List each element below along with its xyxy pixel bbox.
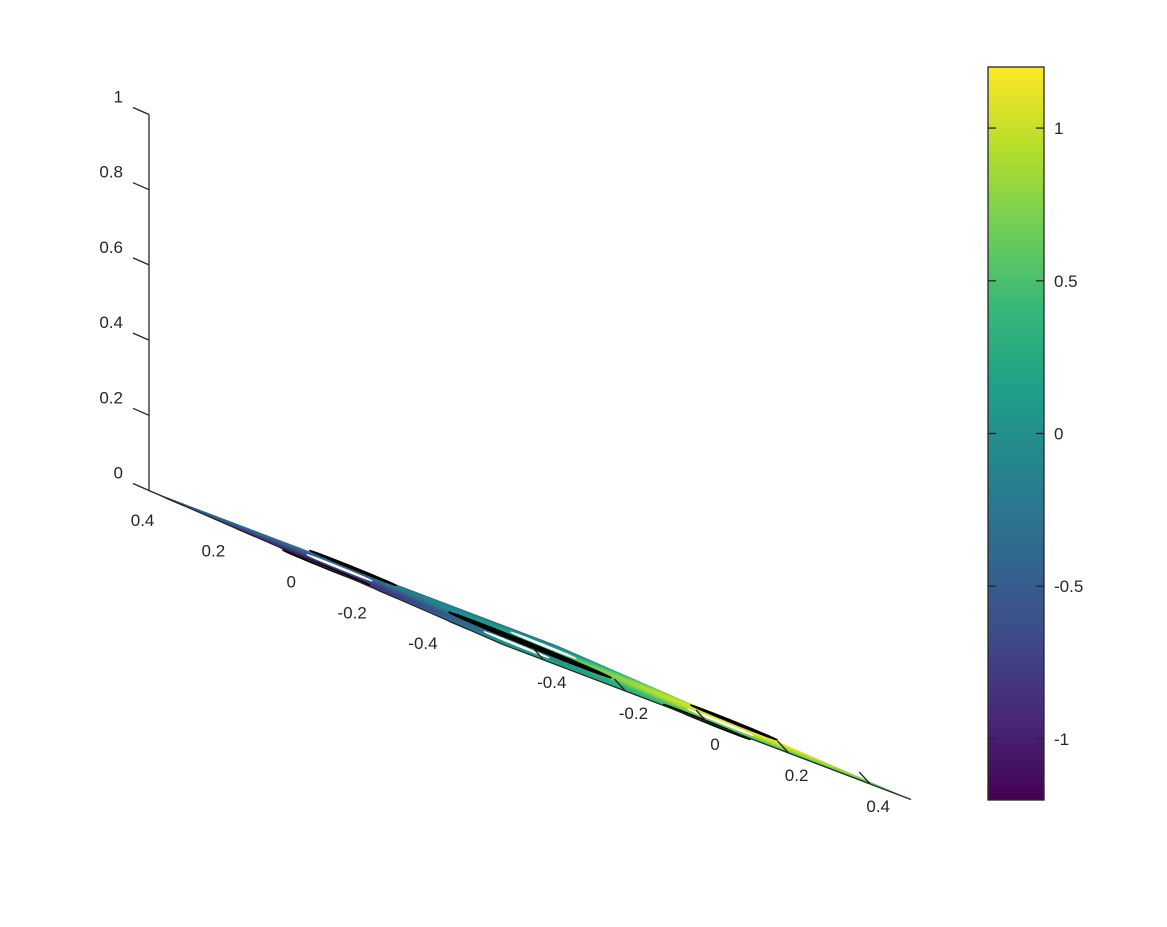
y-tick-label: 0.4 [131,511,155,530]
z-tick-label: 0.8 [99,163,123,182]
z-axis-tick [132,182,150,191]
y-tick-label: -0.2 [338,603,367,622]
colorbar-tick-label: 1 [1054,119,1063,138]
z-tick-label: 0.2 [99,388,123,407]
y-tick-label: 0.2 [202,542,226,561]
x-tick-label: -0.2 [619,704,648,723]
x-tick-label: 0.4 [866,797,890,816]
z-axis-tick [132,332,150,341]
z-axis-tick [132,257,150,266]
colorbar-tick-label: -0.5 [1054,577,1083,596]
surface-hole [306,554,373,582]
z-tick-label: 0 [114,464,123,483]
z-tick-label: 0.4 [99,313,123,332]
z-tick-label: 0.6 [99,238,123,257]
x-tick-label: -0.4 [537,673,566,692]
axes: 0 0.2 0.4 0.6 0.8 1 -0.4 -0.2 0 0.2 0.4 -0.4 -0.2 0 0.… [99,88,912,816]
colorbar-gradient [988,67,1044,800]
surface-hole [687,708,754,736]
z-tick-label: 1 [114,88,123,107]
meshed-disk-wireframe [448,611,612,679]
colorbar-tick-label: 0 [1054,425,1063,444]
surface-plot [149,490,911,800]
y-axis-tick [165,497,185,507]
y-tick-label: -0.4 [408,634,437,653]
y-tick-label: 0 [287,573,296,592]
colorbar-tick-label: -1 [1054,730,1069,749]
x-tick-label: 0.2 [785,766,809,785]
z-axis-tick [132,106,150,116]
colorbar-tick-label: 0.5 [1054,272,1078,291]
x-tick-label: 0 [710,735,719,754]
meshed-disk [447,611,613,679]
colorbar: -1 -0.5 0 0.5 1 [987,66,1083,801]
z-axis-tick [132,407,150,416]
z-axis-tick [132,482,150,492]
